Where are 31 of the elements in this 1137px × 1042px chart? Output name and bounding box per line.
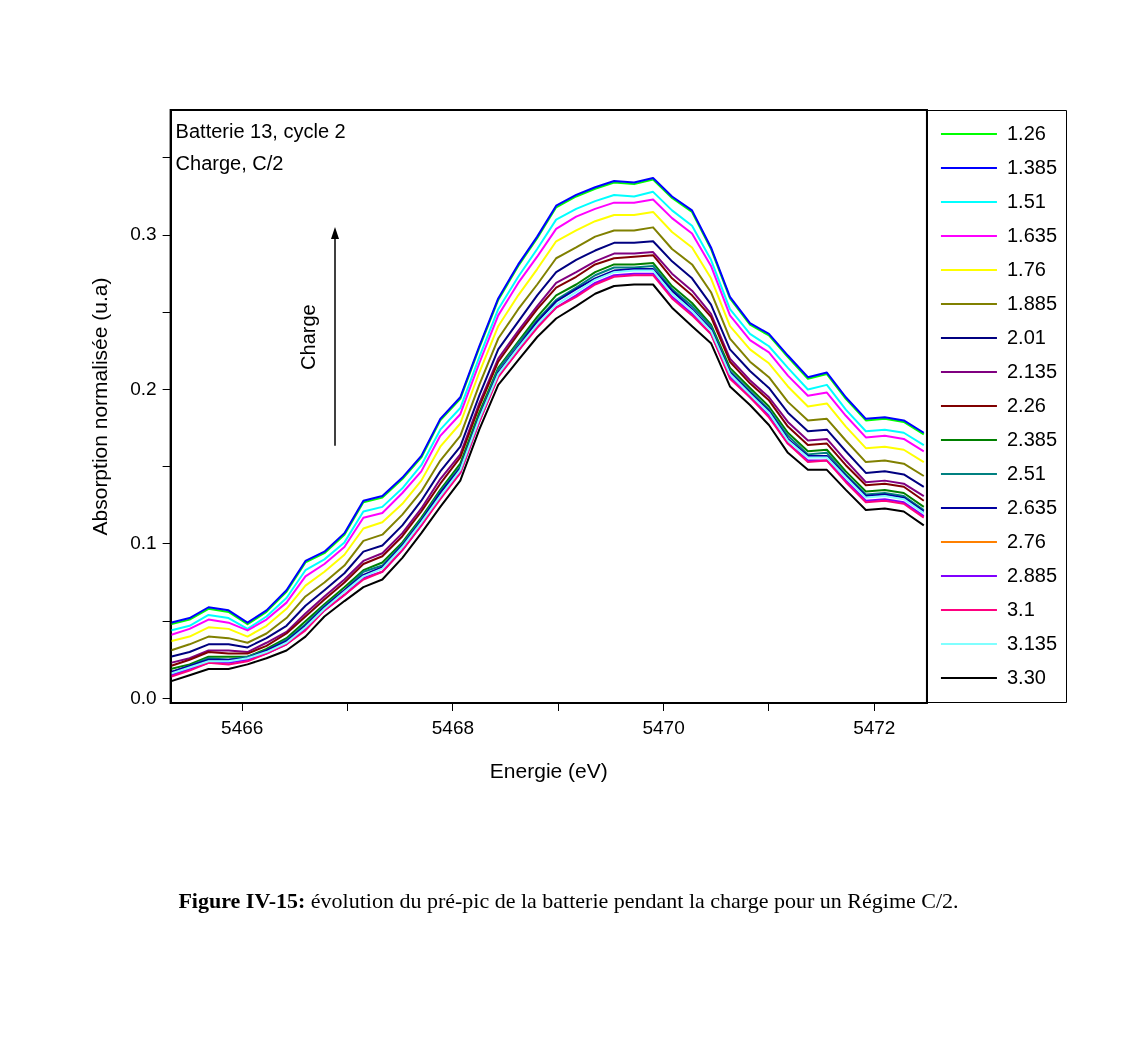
legend-label: 2.51 <box>1006 461 1046 484</box>
x-tick-label: 5466 <box>221 716 264 738</box>
legend-label: 2.76 <box>1006 529 1046 552</box>
legend-label: 1.76 <box>1006 257 1046 280</box>
legend-label: 1.635 <box>1006 223 1058 246</box>
text: Figure IV-15: évolution du pré-pic de la batterie pendant la charge pour un Régime C/2. <box>177 887 960 915</box>
legend-label: 3.30 <box>1006 665 1046 688</box>
legend-label: 1.51 <box>1006 189 1046 212</box>
y-tick-label: 0.2 <box>130 377 157 399</box>
y-tick-label: 0.3 <box>130 223 157 245</box>
legend-label: 2.635 <box>1006 495 1058 518</box>
x-tick-label: 5470 <box>642 716 685 738</box>
legend-label: 3.135 <box>1006 631 1058 654</box>
y-axis-title: Absorption normalisée (u.a) <box>88 277 112 536</box>
y-tick-label: 0.0 <box>130 686 157 708</box>
legend-label: 2.885 <box>1006 563 1058 586</box>
y-tick-label: 0.1 <box>130 532 157 554</box>
legend-label: 2.385 <box>1006 427 1058 450</box>
annotation: Charge <box>296 304 319 370</box>
legend-label: 3.1 <box>1006 597 1035 620</box>
annotation: Charge, C/2 <box>175 151 284 174</box>
x-tick-label: 5472 <box>853 716 896 738</box>
x-tick-label: 5468 <box>431 716 475 738</box>
legend-label: 1.885 <box>1006 291 1058 314</box>
legend-label: 2.01 <box>1006 325 1046 348</box>
annotation: Batterie 13, cycle 2 <box>175 119 346 142</box>
legend-label: 1.385 <box>1006 155 1058 178</box>
x-axis-title: Energie (eV) <box>489 759 608 783</box>
legend-label: 2.135 <box>1006 359 1058 382</box>
legend-label: 2.26 <box>1006 393 1046 416</box>
legend-label: 1.26 <box>1006 121 1046 144</box>
